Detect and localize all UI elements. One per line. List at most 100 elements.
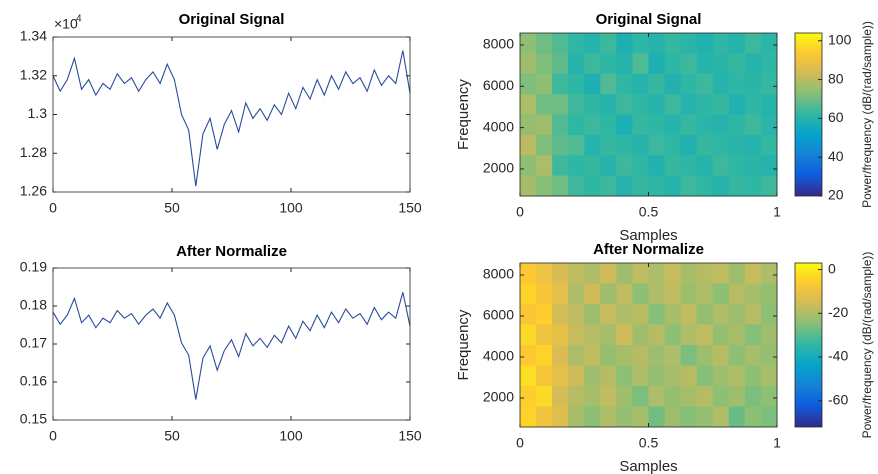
y-tick-label: 1.32 — [20, 66, 47, 82]
spectrogram-cell — [696, 345, 714, 366]
spectrogram-cell — [584, 73, 601, 95]
y-tick-label: 2000 — [483, 389, 514, 405]
y-tick-label: 4000 — [483, 348, 514, 364]
spectrogram-cell — [744, 33, 762, 54]
spectrogram-cell — [648, 283, 666, 305]
spectrogram-cell — [520, 345, 537, 366]
spectrogram-cell — [536, 324, 553, 346]
y-tick-label: 8000 — [483, 36, 514, 52]
spectrogram-cell — [760, 283, 778, 305]
spectrogram-cell — [744, 134, 762, 156]
spectrogram-cell — [760, 134, 778, 156]
spectrogram-cell — [648, 53, 666, 75]
spectrogram-cell — [760, 114, 778, 136]
spectrogram-cell — [744, 175, 762, 197]
spectrogram-cell — [552, 114, 569, 136]
spectrogram-cell — [584, 33, 601, 54]
spectrogram-cell — [552, 33, 569, 54]
spectrogram-cell — [568, 175, 585, 197]
spectrogram-cell — [616, 53, 633, 75]
spectrogram-cell — [632, 304, 649, 325]
spectrogram-cell — [744, 263, 762, 284]
spectrogram-cell — [584, 324, 601, 346]
y-tick-label: 0.19 — [20, 259, 47, 275]
spectrogram-cell — [568, 155, 585, 177]
spectrogram-cell — [680, 155, 698, 177]
spectrogram-cell — [584, 134, 601, 156]
spectrogram-cell — [632, 33, 649, 54]
spectrogram-cell — [552, 53, 569, 75]
colorbar-tick-label: 0 — [828, 260, 836, 276]
spectrogram-cell — [632, 283, 649, 305]
spectrogram-cell — [712, 73, 730, 95]
x-axis-label: Samples — [619, 227, 677, 244]
spectrogram-cell — [760, 406, 778, 428]
y-tick-label: 1.26 — [20, 183, 47, 199]
spectrogram-cell — [648, 345, 666, 366]
spectrogram-cell — [616, 283, 633, 305]
spectrogram-cell — [616, 114, 633, 136]
y-axis-label: Frequency — [455, 79, 472, 150]
y-tick-label: 1.3 — [28, 105, 48, 121]
spectrogram-cell — [552, 406, 569, 428]
x-tick-label: 0 — [516, 204, 524, 220]
spectrogram-cell — [616, 175, 633, 197]
spectrogram-cell — [744, 386, 762, 407]
spectrogram-cell — [536, 53, 553, 75]
spectrogram-cell — [552, 345, 569, 366]
spectrogram-cell — [616, 263, 633, 284]
spectrogram-cell — [632, 324, 649, 346]
x-tick-label: 100 — [279, 428, 303, 444]
chart-title: After Normalize — [176, 243, 287, 260]
spectrogram-cell — [584, 53, 601, 75]
spectrogram-cell — [520, 324, 537, 346]
signal-line — [52, 292, 411, 400]
spectrogram-cell — [600, 114, 617, 136]
y-tick-label: 0.15 — [20, 411, 47, 427]
spectrogram-cell — [664, 175, 682, 197]
spectrogram-cell — [616, 386, 633, 407]
spectrogram-cell — [712, 94, 730, 115]
spectrogram-cell — [520, 386, 537, 407]
spectrogram-cell — [632, 386, 649, 407]
spectrogram-cell — [680, 406, 698, 428]
spectrogram-cell — [712, 134, 730, 156]
spectrogram-cell — [728, 345, 746, 366]
spectrogram-cell — [728, 175, 746, 197]
spectrogram-cell — [584, 175, 601, 197]
spectrogram-cell — [552, 304, 569, 325]
chart-title: After Normalize — [593, 241, 704, 258]
spectrogram-cell — [536, 386, 553, 407]
x-tick-label: 50 — [164, 428, 180, 444]
spectrogram-cell — [600, 386, 617, 407]
colorbar — [794, 262, 823, 428]
spectrogram-cell — [712, 155, 730, 177]
spectrogram-cell — [536, 304, 553, 325]
spectrogram-cell — [728, 155, 746, 177]
spectrogram-cell — [520, 73, 537, 95]
spectrogram-cell — [744, 324, 762, 346]
spectrogram-cell — [680, 134, 698, 156]
spectrogram-cell — [712, 304, 730, 325]
spectrogram-cell — [648, 386, 666, 407]
x-tick-label: 50 — [164, 200, 180, 216]
spectrogram-cell — [584, 94, 601, 115]
spectrogram-cell — [680, 365, 698, 387]
spectrogram-cell — [520, 406, 537, 428]
spectrogram-cell — [600, 263, 617, 284]
spectrogram-cell — [696, 33, 714, 54]
spectrogram-cell — [728, 73, 746, 95]
spectrogram-cell — [696, 386, 714, 407]
spectrogram-cell — [680, 283, 698, 305]
plot-area — [53, 37, 410, 192]
colorbar-label: Power/frequency (dB/(rad/sample)) — [860, 21, 874, 208]
spectrogram-cell — [728, 263, 746, 284]
spectrogram-cell — [680, 33, 698, 54]
spectrogram-cell — [600, 324, 617, 346]
spectrogram-cell — [648, 134, 666, 156]
y-scale-base: ×10 — [54, 16, 78, 32]
spectrogram-cell — [536, 94, 553, 115]
spectrogram-cell — [520, 134, 537, 156]
spectrogram-cell — [632, 175, 649, 197]
spectrogram-cell — [600, 134, 617, 156]
